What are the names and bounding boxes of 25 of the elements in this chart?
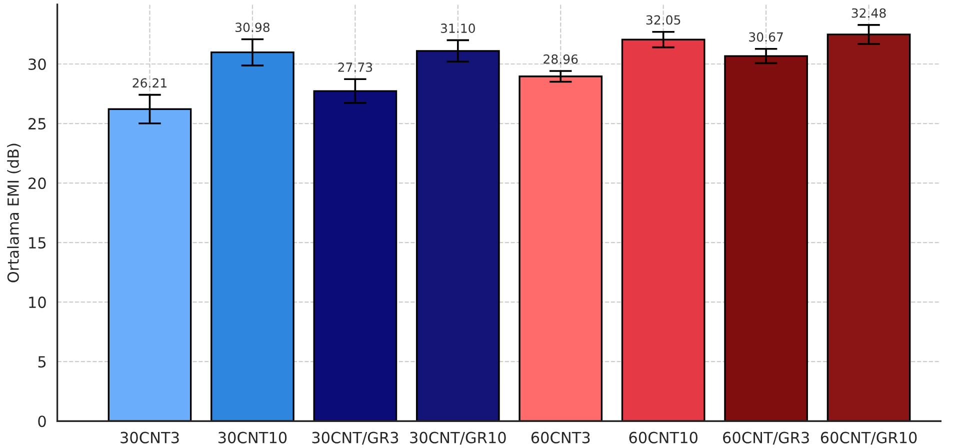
y-tick-label: 20 (28, 178, 46, 190)
y-tick-label: 0 (38, 416, 46, 428)
x-tick-label: 30CNT/GR10 (410, 432, 506, 445)
data-label: 28.96 (544, 54, 578, 64)
y-tick-label: 15 (29, 237, 46, 249)
y-tick-label: 25 (28, 118, 46, 130)
y-axis-title: Ortalama EMI (dB) (7, 144, 21, 282)
y-tick-label: 30 (28, 58, 46, 70)
x-tick-label: 30CNT/GR3 (312, 432, 398, 445)
x-tick-label: 60CNT/GR3 (723, 432, 809, 445)
data-label: 26.21 (132, 78, 166, 88)
data-label: 32.05 (646, 15, 680, 25)
y-tick-label: 10 (29, 296, 46, 308)
y-tick-label: 5 (38, 356, 46, 368)
data-label: 31.10 (440, 24, 475, 34)
x-tick-label: 60CNT3 (531, 432, 590, 444)
data-label: 30.98 (236, 22, 270, 32)
x-tick-label: 60CNT/GR10 (820, 432, 917, 445)
x-tick-label: 30CNT10 (218, 432, 287, 444)
x-tick-label: 30CNT3 (120, 432, 179, 444)
x-tick-label: 60CNT10 (629, 432, 698, 444)
data-label: 32.48 (852, 8, 886, 18)
data-label: 30.67 (749, 32, 783, 42)
data-label: 27.73 (338, 62, 372, 72)
bar (518, 76, 603, 422)
